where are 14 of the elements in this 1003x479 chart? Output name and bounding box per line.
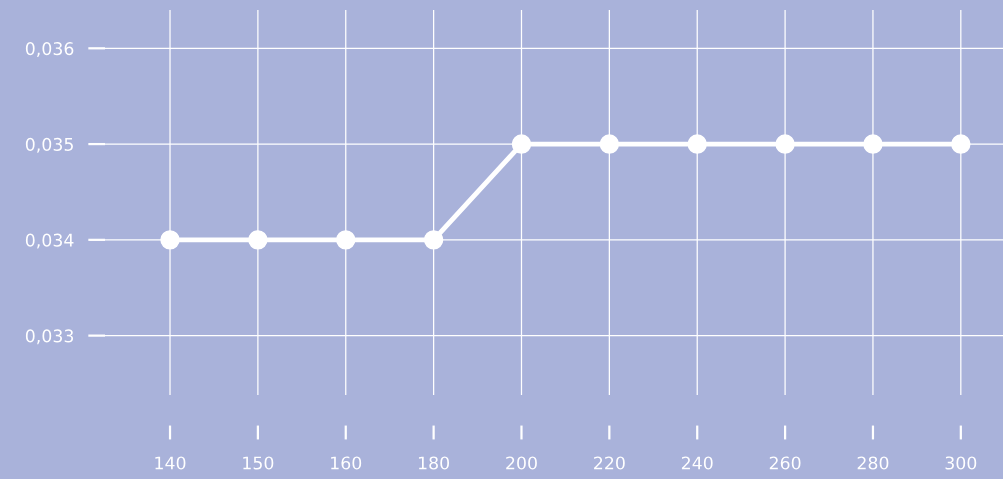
x-tick-label: 240 — [681, 456, 713, 470]
y-tick-label: 0,036 — [25, 42, 74, 57]
x-tick-label: 220 — [594, 456, 625, 470]
x-tick-label: 160 — [331, 456, 362, 470]
x-tick-label: 150 — [243, 456, 274, 470]
x-tick-label: 300 — [945, 456, 977, 470]
y-tick-label: 0,033 — [25, 329, 74, 345]
y-tick-label: 0,034 — [25, 233, 74, 249]
x-tick-label: 280 — [857, 456, 889, 470]
x-tick-label: 180 — [418, 456, 450, 470]
x-tick-label: 260 — [769, 456, 801, 470]
x-tick-label: 200 — [506, 456, 537, 470]
y-tick-label: 0,035 — [25, 137, 73, 153]
x-tick-label: 140 — [155, 456, 186, 470]
